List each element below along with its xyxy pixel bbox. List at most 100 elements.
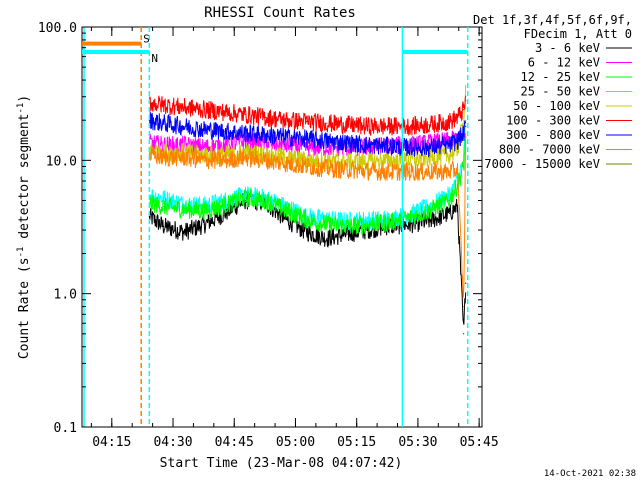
series-point [346, 142, 348, 144]
legend: Det 1f,3f,4f,5f,6f,9f, FDecim 1, Att 0 3… [473, 13, 632, 171]
series-point [346, 124, 348, 126]
series-point [305, 165, 308, 168]
series-point [224, 212, 226, 214]
series-point [183, 106, 185, 108]
series-point [163, 225, 165, 227]
series-point [163, 104, 165, 106]
series-point [183, 208, 185, 210]
series-point [448, 121, 450, 123]
y-tick-label: 100.0 [38, 21, 77, 36]
y-axis-label-end: ) [17, 95, 32, 103]
y-axis-label-sup1: -1 [16, 247, 26, 258]
series-point [183, 151, 185, 153]
series-point [428, 220, 430, 222]
series-point [224, 204, 226, 206]
series-point [203, 109, 206, 111]
series-point [346, 233, 348, 235]
plot-area: SN [81, 26, 483, 428]
series-point [244, 197, 246, 199]
series-point [224, 111, 226, 113]
series-point [305, 138, 308, 140]
legend-label: 12 - 25 keV [521, 70, 600, 84]
series-point [448, 194, 450, 196]
series-point [465, 125, 467, 127]
series-point [148, 215, 150, 217]
series-point [244, 114, 246, 116]
series-point [387, 222, 389, 224]
x-tick-label: 04:45 [215, 435, 254, 450]
series-point [285, 144, 287, 146]
series-point [183, 156, 185, 159]
series-point [265, 116, 267, 118]
series-point [285, 119, 287, 121]
series-point [407, 171, 410, 173]
series-line [148, 84, 467, 171]
series-point [367, 170, 369, 172]
series-point [163, 122, 165, 124]
x-tick-label: 05:45 [460, 435, 499, 450]
legend-label: 50 - 100 keV [513, 99, 600, 113]
series-point [463, 165, 465, 168]
series-point [163, 197, 165, 199]
series-point [456, 205, 459, 208]
series-point [465, 282, 467, 284]
footer-timestamp: 14-Oct-2021 02:38 [544, 469, 636, 479]
series-point [407, 217, 410, 219]
y-axis-label-sup2: -1 [16, 103, 26, 114]
series-point [465, 136, 467, 138]
legend-header-1: Det 1f,3f,4f,5f,6f,9f, [473, 13, 632, 27]
series-point [367, 160, 369, 163]
series-line [148, 95, 467, 136]
series-point [224, 154, 226, 156]
y-axis-label-mid: detector segment [17, 114, 32, 247]
series-point [463, 333, 465, 335]
chart-title: RHESSI Count Rates [204, 5, 356, 21]
x-tick-label: 05:15 [337, 435, 376, 450]
series-point [203, 159, 206, 161]
series-point [183, 203, 185, 205]
series-point [407, 146, 410, 149]
series-point [428, 171, 430, 173]
series-point [305, 121, 308, 123]
series-point [244, 156, 246, 159]
legend-label: 800 - 7000 keV [499, 143, 600, 157]
series-point [448, 199, 450, 202]
series-point [346, 225, 348, 227]
series-point [203, 209, 206, 212]
series-point [203, 146, 206, 149]
series-point [428, 124, 430, 126]
series-point [163, 205, 165, 208]
series-point [465, 100, 467, 102]
series-point [326, 122, 328, 124]
legend-header-2: FDecim 1, Att 0 [524, 27, 632, 41]
series-point [456, 140, 459, 142]
series-point [367, 125, 369, 127]
series-point [305, 218, 308, 221]
y-tick-labels: 0.1 1.0 10.0 100.0 [38, 21, 77, 436]
series-point [465, 119, 467, 121]
series-point [285, 162, 287, 164]
series-line [148, 136, 467, 298]
x-tick-label: 04:15 [92, 435, 131, 450]
series-point [463, 132, 465, 134]
series-point [265, 134, 267, 136]
series-point [326, 140, 328, 142]
legend-label: 7000 - 15000 keV [484, 157, 600, 171]
x-tick-label: 05:30 [398, 435, 437, 450]
series-point [265, 199, 267, 202]
series-layer [148, 84, 467, 335]
legend-label: 300 - 800 keV [506, 128, 600, 142]
y-tick-label: 10.0 [46, 154, 77, 169]
series-point [163, 156, 165, 159]
legend-label: 6 - 12 keV [528, 56, 600, 70]
series-point [285, 218, 287, 221]
series-point [346, 160, 348, 163]
series-5 [148, 136, 467, 308]
series-point [387, 171, 389, 173]
series-point [367, 223, 369, 226]
legend-label: 100 - 300 keV [506, 114, 600, 128]
y-tick-label: 0.1 [54, 421, 77, 436]
series-point [367, 229, 369, 231]
series-line [148, 136, 467, 235]
